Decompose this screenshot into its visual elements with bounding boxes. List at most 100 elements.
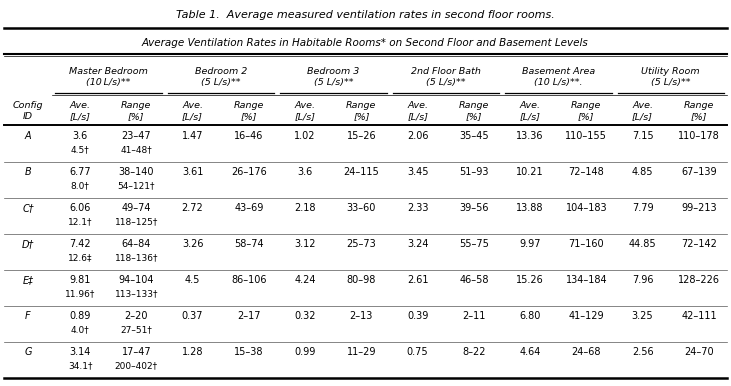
Text: 2.61: 2.61 <box>407 275 428 285</box>
Text: 51–93: 51–93 <box>459 167 488 177</box>
Text: 58–74: 58–74 <box>234 239 264 249</box>
Text: 25–73: 25–73 <box>346 239 376 249</box>
Text: 26–176: 26–176 <box>231 167 267 177</box>
Text: Ave.
[L/s]: Ave. [L/s] <box>632 101 653 121</box>
Text: Range
[%]: Range [%] <box>458 101 489 121</box>
Text: 24–70: 24–70 <box>684 347 713 357</box>
Text: 2nd Floor Bath
(5 L/s)**: 2nd Floor Bath (5 L/s)** <box>411 67 481 87</box>
Text: 1.28: 1.28 <box>182 347 203 357</box>
Text: 64–84: 64–84 <box>121 239 151 249</box>
Text: 0.75: 0.75 <box>407 347 428 357</box>
Text: 41–48†: 41–48† <box>121 145 152 154</box>
Text: G: G <box>24 347 31 357</box>
Text: 0.89: 0.89 <box>69 311 91 321</box>
Text: 7.42: 7.42 <box>69 239 91 249</box>
Text: Ave.
[L/s]: Ave. [L/s] <box>407 101 428 121</box>
Text: 46–58: 46–58 <box>459 275 488 285</box>
Text: 7.96: 7.96 <box>632 275 654 285</box>
Text: 110–178: 110–178 <box>678 131 720 141</box>
Text: Config
ID: Config ID <box>12 101 43 121</box>
Text: 3.6: 3.6 <box>298 167 313 177</box>
Text: 27–51†: 27–51† <box>121 325 152 334</box>
Text: 13.36: 13.36 <box>516 131 544 141</box>
Text: 6.77: 6.77 <box>69 167 91 177</box>
Text: 9.97: 9.97 <box>519 239 541 249</box>
Text: Bedroom 3
(5 L/s)**: Bedroom 3 (5 L/s)** <box>307 67 360 87</box>
Text: 3.45: 3.45 <box>407 167 428 177</box>
Text: B: B <box>25 167 31 177</box>
Text: 2–17: 2–17 <box>237 311 261 321</box>
Text: 4.5†: 4.5† <box>71 145 89 154</box>
Text: 3.12: 3.12 <box>295 239 316 249</box>
Text: Range
[%]: Range [%] <box>121 101 151 121</box>
Text: 24–68: 24–68 <box>572 347 601 357</box>
Text: Ave.
[L/s]: Ave. [L/s] <box>520 101 541 121</box>
Text: 12.6‡: 12.6‡ <box>68 253 92 262</box>
Text: 4.85: 4.85 <box>632 167 654 177</box>
Text: 15.26: 15.26 <box>516 275 544 285</box>
Text: 2.72: 2.72 <box>182 203 203 213</box>
Text: 23–47: 23–47 <box>121 131 151 141</box>
Text: 4.64: 4.64 <box>520 347 541 357</box>
Text: 2.33: 2.33 <box>407 203 428 213</box>
Text: 86–106: 86–106 <box>231 275 267 285</box>
Text: D†: D† <box>22 239 34 249</box>
Text: 8–22: 8–22 <box>462 347 485 357</box>
Text: Range
[%]: Range [%] <box>346 101 376 121</box>
Text: 43–69: 43–69 <box>234 203 264 213</box>
Text: 94–104: 94–104 <box>118 275 154 285</box>
Text: 71–160: 71–160 <box>569 239 605 249</box>
Text: 110–155: 110–155 <box>566 131 607 141</box>
Text: 12.1†: 12.1† <box>68 217 92 226</box>
Text: 7.15: 7.15 <box>632 131 654 141</box>
Text: 54–121†: 54–121† <box>118 181 155 190</box>
Text: 118–125†: 118–125† <box>115 217 158 226</box>
Text: 4.5: 4.5 <box>185 275 200 285</box>
Text: 1.02: 1.02 <box>295 131 316 141</box>
Text: 3.6: 3.6 <box>72 131 88 141</box>
Text: 3.26: 3.26 <box>182 239 203 249</box>
Text: 35–45: 35–45 <box>459 131 489 141</box>
Text: 2–11: 2–11 <box>462 311 485 321</box>
Text: 0.99: 0.99 <box>295 347 316 357</box>
Text: 39–56: 39–56 <box>459 203 488 213</box>
Text: 6.06: 6.06 <box>69 203 91 213</box>
Text: E‡: E‡ <box>23 275 34 285</box>
Text: 44.85: 44.85 <box>629 239 656 249</box>
Text: 2.18: 2.18 <box>295 203 316 213</box>
Text: F: F <box>25 311 31 321</box>
Text: 200–402†: 200–402† <box>115 361 158 370</box>
Text: Range
[%]: Range [%] <box>571 101 602 121</box>
Text: 55–75: 55–75 <box>459 239 489 249</box>
Text: 118–136†: 118–136† <box>115 253 158 262</box>
Text: 2.06: 2.06 <box>407 131 428 141</box>
Text: 4.24: 4.24 <box>295 275 316 285</box>
Text: 67–139: 67–139 <box>681 167 716 177</box>
Text: Bedroom 2
(5 L/s)**: Bedroom 2 (5 L/s)** <box>194 67 247 87</box>
Text: 1.47: 1.47 <box>182 131 203 141</box>
Text: 6.80: 6.80 <box>520 311 541 321</box>
Text: Average Ventilation Rates in Habitable Rooms* on Second Floor and Basement Level: Average Ventilation Rates in Habitable R… <box>142 38 588 48</box>
Text: 2–20: 2–20 <box>124 311 148 321</box>
Text: C†: C† <box>22 203 34 213</box>
Text: 38–140: 38–140 <box>118 167 154 177</box>
Text: 33–60: 33–60 <box>346 203 376 213</box>
Text: 2–13: 2–13 <box>349 311 373 321</box>
Text: 113–133†: 113–133† <box>115 289 158 298</box>
Text: Ave.
[L/s]: Ave. [L/s] <box>295 101 316 121</box>
Text: Ave.
[L/s]: Ave. [L/s] <box>182 101 203 121</box>
Text: 11–29: 11–29 <box>346 347 376 357</box>
Text: 4.0†: 4.0† <box>71 325 89 334</box>
Text: Ave.
[L/s]: Ave. [L/s] <box>69 101 91 121</box>
Text: 41–129: 41–129 <box>569 311 605 321</box>
Text: 3.25: 3.25 <box>632 311 654 321</box>
Text: 72–142: 72–142 <box>681 239 717 249</box>
Text: Range
[%]: Range [%] <box>683 101 714 121</box>
Text: 9.81: 9.81 <box>69 275 91 285</box>
Text: 2.56: 2.56 <box>632 347 654 357</box>
Text: 80–98: 80–98 <box>346 275 376 285</box>
Text: 16–46: 16–46 <box>234 131 264 141</box>
Text: Basement Area
(10 L/s)**.: Basement Area (10 L/s)**. <box>522 67 595 87</box>
Text: 8.0†: 8.0† <box>71 181 90 190</box>
Text: 99–213: 99–213 <box>681 203 716 213</box>
